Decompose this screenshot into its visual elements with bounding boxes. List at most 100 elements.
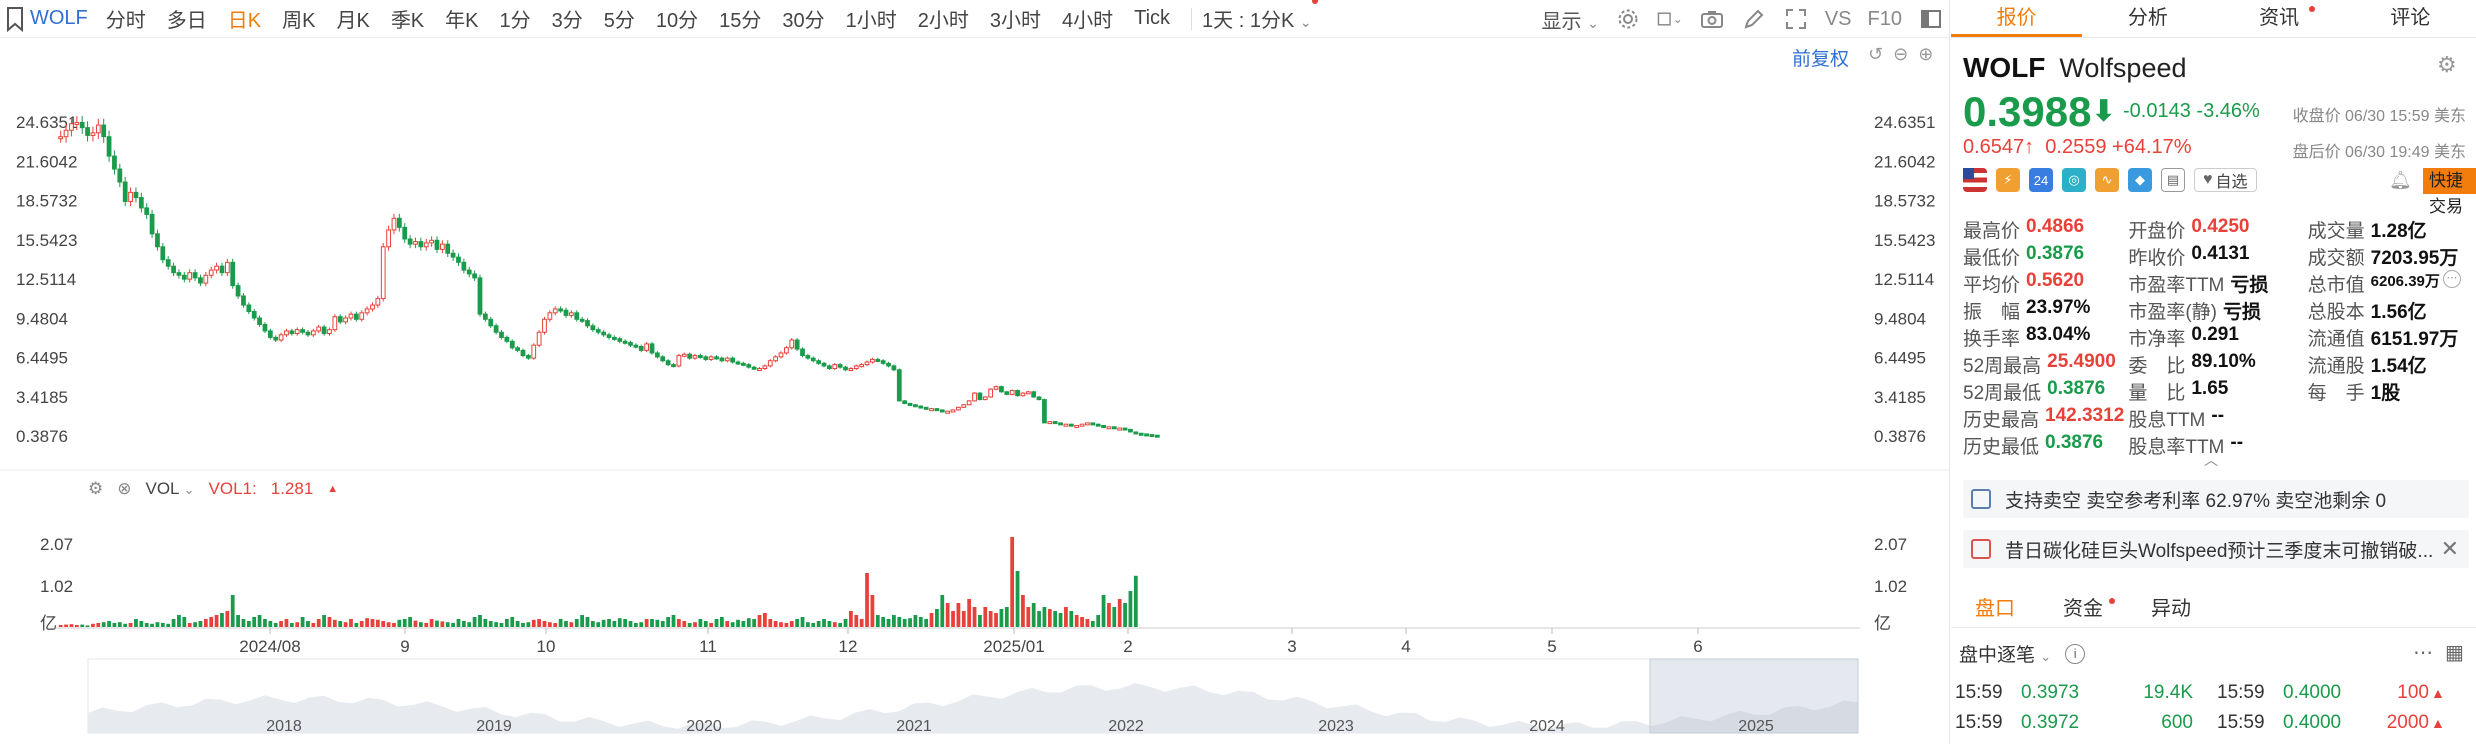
candle <box>913 404 918 408</box>
candle <box>525 355 531 359</box>
camera-icon[interactable] <box>1699 6 1725 32</box>
price-adjust-toggle[interactable]: 前复权 <box>1792 49 1850 70</box>
volume-axis-label-right: 1.02 <box>1874 577 1907 596</box>
bell-icon[interactable]: 🔔︎ <box>2389 170 2412 190</box>
fullscreen-icon[interactable] <box>1783 6 1809 32</box>
chart-type-icon[interactable]: ⌄ <box>1657 6 1683 32</box>
close-icon[interactable]: ⊗ <box>117 479 132 498</box>
reset-icon[interactable]: ↺ <box>1868 44 1884 64</box>
tab-3[interactable]: 评论 <box>2390 7 2431 29</box>
period-2[interactable]: 日K <box>227 10 262 32</box>
heart-icon: ♥ <box>2203 171 2213 188</box>
toolbar-symbol[interactable]: WOLF <box>30 7 88 29</box>
grid-icon[interactable]: ▦ <box>2445 642 2464 664</box>
zoom-out-icon[interactable]: ⊖ <box>1893 44 1909 64</box>
candle <box>864 361 870 366</box>
volume-bar <box>1031 603 1036 627</box>
volume-bar <box>413 620 418 627</box>
short-sell-notice[interactable]: 支持卖空 卖空参考利率 62.97% 卖空池剩余 0 <box>1963 480 2469 518</box>
period-4[interactable]: 月K <box>336 10 370 32</box>
subtab-1[interactable]: 资金 <box>2039 592 2127 627</box>
volume-bar <box>687 623 692 627</box>
stat-cell: 昨收价 0.4131 <box>2128 243 2307 270</box>
stat-label: 市盈率(静) <box>2128 302 2217 323</box>
vs-button[interactable]: VS <box>1824 7 1852 30</box>
trend-icon[interactable]: ∿ <box>2095 168 2119 192</box>
quick-trade-button[interactable]: 快捷交易 <box>2423 168 2476 216</box>
period-3[interactable]: 周K <box>282 10 316 32</box>
sidebar-toggle-icon[interactable] <box>1918 6 1944 32</box>
more-icon[interactable]: ⋯ <box>2413 642 2433 664</box>
settings-icon[interactable] <box>1615 6 1641 32</box>
volume-bar <box>521 623 525 627</box>
period-7[interactable]: 1分 <box>499 10 531 32</box>
tab-1[interactable]: 分析 <box>2127 7 2168 29</box>
tab-2[interactable]: 资讯 <box>2214 0 2345 37</box>
kline-chart[interactable]: 24.6351 24.6351 21.6042 21.6042 18.5732 18.57… <box>0 0 1950 744</box>
volume-indicator[interactable]: VOL ⌄ <box>145 479 195 498</box>
period-13[interactable]: 1小时 <box>845 10 897 32</box>
tick-title[interactable]: 盘中逐笔 ⌄ <box>1959 645 2052 666</box>
volume-bar <box>1047 609 1052 627</box>
candle <box>1004 391 1010 395</box>
period-11[interactable]: 15分 <box>719 10 762 32</box>
volume-bar <box>650 619 654 627</box>
navigator-window[interactable] <box>1649 658 1859 734</box>
period-1[interactable]: 多日 <box>166 10 207 32</box>
period-6[interactable]: 年K <box>445 10 479 32</box>
subtab-0[interactable]: 盘口 <box>1975 598 2015 620</box>
candle <box>1085 422 1090 426</box>
news-notice[interactable]: 昔日碳化硅巨头Wolfspeed预计三季度末可撤销破... ✕ <box>1963 530 2469 568</box>
period-8[interactable]: 3分 <box>551 10 583 32</box>
volume-axis-label: 2.07 <box>40 535 73 554</box>
volume-bar <box>644 619 649 627</box>
period-17[interactable]: Tick <box>1134 7 1171 29</box>
volume-bar <box>134 619 138 627</box>
y-axis-label: 0.3876 <box>16 427 68 446</box>
stat-label: 历史最高 <box>1963 410 2040 431</box>
period-5[interactable]: 季K <box>390 10 425 32</box>
subtab-2[interactable]: 异动 <box>2151 598 2191 620</box>
f10-button[interactable]: F10 <box>1867 7 1902 30</box>
candle <box>730 357 736 363</box>
candle <box>590 325 596 331</box>
options-icon[interactable]: ◎ <box>2062 168 2086 192</box>
tick-time: 15:59 <box>1955 712 2003 733</box>
period-0[interactable]: 分时 <box>105 10 146 32</box>
stat-label: 振 幅 <box>1963 302 2021 323</box>
period-15[interactable]: 3小时 <box>989 10 1041 32</box>
candle <box>138 197 144 209</box>
volume-axis-label: 1.02 <box>40 577 73 596</box>
display-dropdown[interactable]: 显示 ⌄ <box>1541 10 1599 33</box>
up-arrow-icon: ▲ <box>2431 685 2445 701</box>
period-16[interactable]: 4小时 <box>1062 10 1114 32</box>
lightning-icon[interactable]: ⚡ <box>1996 168 2020 192</box>
tab-0[interactable]: 报价 <box>1951 0 2083 37</box>
add-watchlist-button[interactable]: ♥ 自选 <box>2194 168 2257 192</box>
more-icon[interactable]: ⋯ <box>2442 270 2461 288</box>
collapse-icon[interactable]: ︿ <box>2204 452 2218 468</box>
close-icon[interactable]: ✕ <box>2440 536 2459 561</box>
period-10[interactable]: 10分 <box>655 10 699 32</box>
bookmark-icon[interactable] <box>6 6 24 32</box>
stat-label: 成交量 <box>2307 221 2365 242</box>
period-9[interactable]: 5分 <box>603 10 635 32</box>
volume-bar <box>139 621 144 627</box>
settings-icon[interactable]: ⚙ <box>2437 52 2457 77</box>
draw-pen-icon[interactable] <box>1741 6 1767 32</box>
chart-toolbar: WOLF 分时 多日 日K 周K 月K 季K 年K 1分 3分 5分 10分 15分 30分 1小时 2小时… <box>0 0 1950 38</box>
period-14[interactable]: 2小时 <box>917 10 969 32</box>
tick-list: 15:59 0.3973 19.4K 15:59 0.4000 100 ▲ 15:59 0.39… <box>1955 678 2473 738</box>
interval-selector[interactable]: 1天 : 1分K ⌄ <box>1202 0 1318 33</box>
tag-icon[interactable]: ◆ <box>2128 168 2152 192</box>
settings-icon[interactable]: ⚙ <box>88 479 104 498</box>
info-icon[interactable]: i <box>2065 643 2086 664</box>
note-icon[interactable]: ▤ <box>2161 168 2185 192</box>
candle <box>230 261 236 287</box>
volume-bar <box>617 618 622 627</box>
zoom-in-icon[interactable]: ⊕ <box>1918 44 1934 64</box>
volume-bar <box>580 615 585 627</box>
period-12[interactable]: 30分 <box>782 10 825 32</box>
candle <box>1025 391 1031 395</box>
24h-icon[interactable]: 24 <box>2029 168 2053 192</box>
